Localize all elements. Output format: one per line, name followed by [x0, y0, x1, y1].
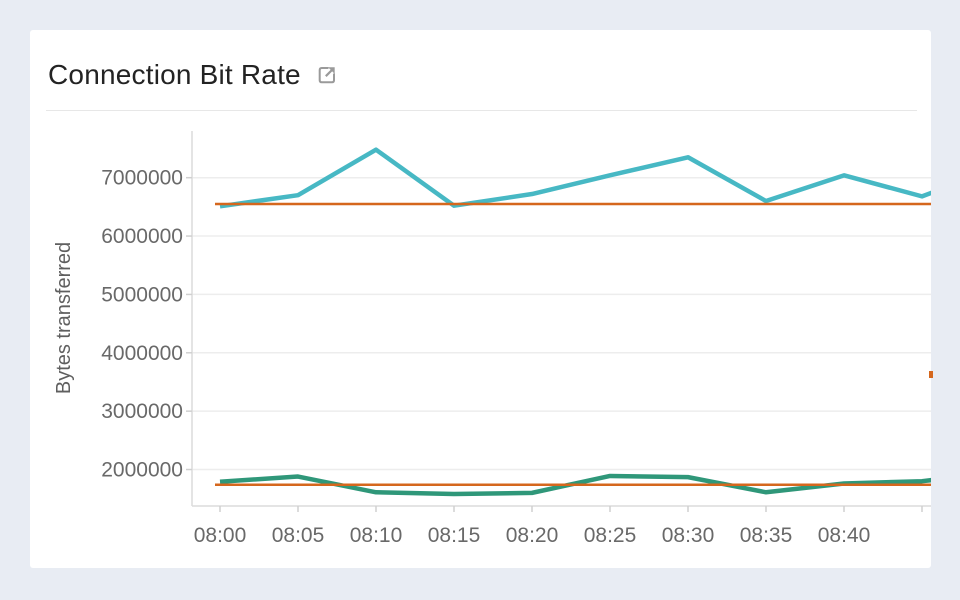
- clipped-edge-marker: [929, 371, 933, 378]
- chart-header: Connection Bit Rate: [48, 59, 339, 91]
- external-link-icon[interactable]: [315, 63, 339, 87]
- chart-title: Connection Bit Rate: [48, 59, 301, 90]
- header-divider: [46, 110, 917, 111]
- chart-card: Connection Bit Rate: [30, 30, 931, 568]
